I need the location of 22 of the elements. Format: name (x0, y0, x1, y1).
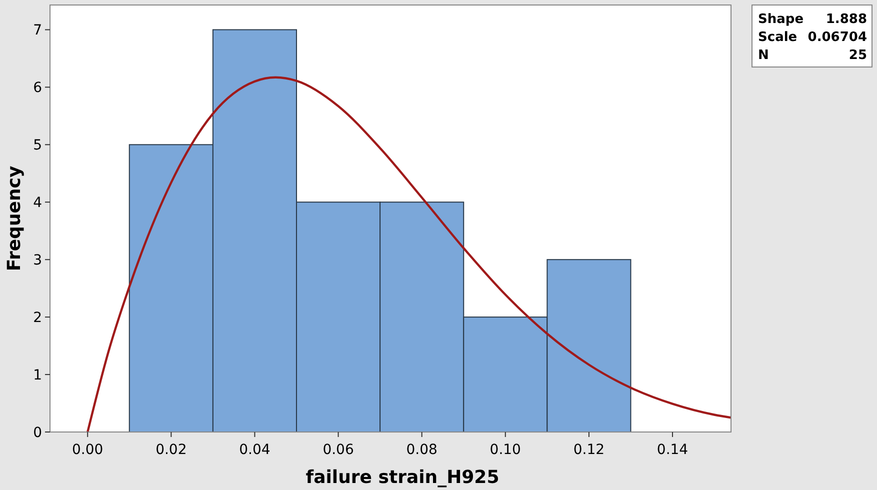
line-series (86, 76, 731, 432)
y-tick-label: 7 (33, 22, 42, 39)
y-tick-label: 6 (33, 80, 42, 96)
y-tick-label: 1 (33, 368, 42, 384)
x-tick-label: 0.10 (490, 442, 521, 458)
x-tick-label: 0.08 (406, 442, 438, 458)
text: Shape 1.888 (758, 12, 867, 27)
x-tick-label: 0.04 (239, 442, 270, 458)
y-tick-label: 0 (33, 425, 42, 441)
y-axis-title: Frequency (4, 166, 25, 272)
x-axis-title: failure strain_H925 (306, 467, 500, 488)
x-tick-label: 0.06 (322, 442, 354, 458)
x-tick-label: 0.02 (156, 442, 187, 458)
y-tick-label: 4 (33, 195, 42, 212)
y-tick-label: 2 (33, 310, 42, 326)
y-tick-label: 3 (33, 252, 42, 269)
x-tick-label: 0.12 (573, 442, 605, 458)
x-tick-label: 0.14 (656, 442, 688, 458)
y-tick-label: 5 (33, 138, 42, 154)
text: Scale 0.06704 (758, 30, 867, 45)
x-tick-label: 0.00 (72, 442, 104, 458)
text: N 25 (758, 48, 867, 63)
